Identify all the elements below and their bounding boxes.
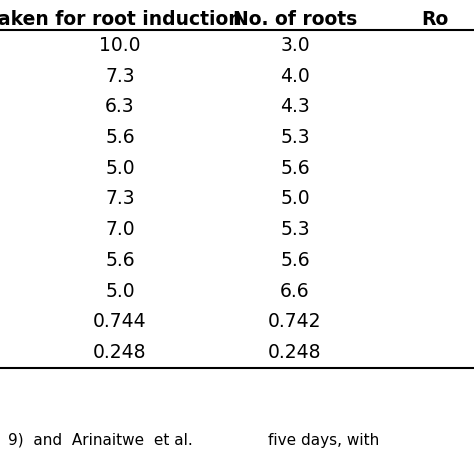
Text: 10.0: 10.0 bbox=[99, 36, 141, 55]
Text: aken for root induction: aken for root induction bbox=[0, 10, 242, 29]
Text: No. of roots: No. of roots bbox=[233, 10, 357, 29]
Text: Ro: Ro bbox=[421, 10, 448, 29]
Text: 5.6: 5.6 bbox=[105, 251, 135, 270]
Text: 0.742: 0.742 bbox=[268, 312, 322, 331]
Text: 9)  and  Arinaitwe  et al.: 9) and Arinaitwe et al. bbox=[8, 432, 193, 447]
Text: 6.6: 6.6 bbox=[280, 282, 310, 301]
Text: 7.3: 7.3 bbox=[105, 66, 135, 86]
Text: 5.0: 5.0 bbox=[105, 282, 135, 301]
Text: 4.3: 4.3 bbox=[280, 97, 310, 116]
Text: 5.3: 5.3 bbox=[280, 128, 310, 147]
Text: 3.0: 3.0 bbox=[280, 36, 310, 55]
Text: 4.0: 4.0 bbox=[280, 66, 310, 86]
Text: 0.744: 0.744 bbox=[93, 312, 147, 331]
Text: 5.6: 5.6 bbox=[280, 251, 310, 270]
Text: 5.6: 5.6 bbox=[280, 159, 310, 178]
Text: 7.3: 7.3 bbox=[105, 190, 135, 209]
Text: 7.0: 7.0 bbox=[105, 220, 135, 239]
Text: 5.0: 5.0 bbox=[105, 159, 135, 178]
Text: 0.248: 0.248 bbox=[93, 343, 147, 362]
Text: 5.6: 5.6 bbox=[105, 128, 135, 147]
Text: 5.3: 5.3 bbox=[280, 220, 310, 239]
Text: 5.0: 5.0 bbox=[280, 190, 310, 209]
Text: 6.3: 6.3 bbox=[105, 97, 135, 116]
Text: five days, with: five days, with bbox=[268, 432, 379, 447]
Text: 0.248: 0.248 bbox=[268, 343, 322, 362]
